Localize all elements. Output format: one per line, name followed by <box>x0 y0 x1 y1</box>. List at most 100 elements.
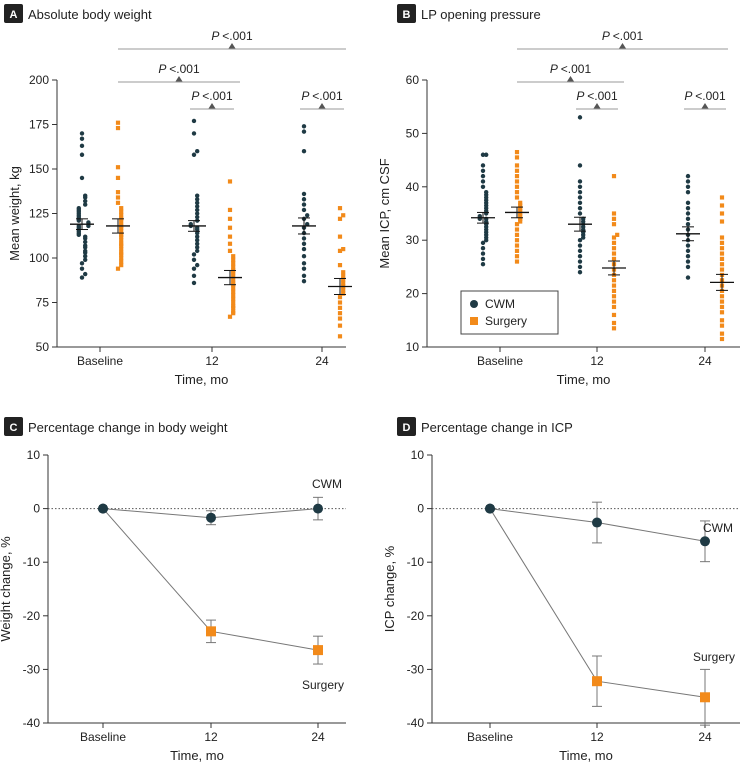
data-point-surgery <box>119 213 124 218</box>
p-value-label: P <.001 <box>211 29 253 43</box>
data-point-surgery <box>514 243 520 248</box>
data-point-surgery <box>337 316 343 321</box>
data-point-surgery <box>611 283 617 288</box>
data-point-cwm <box>577 264 583 270</box>
panel-title: Absolute body weight <box>28 7 152 22</box>
y-axis-label: Mean ICP, cm CSF <box>377 158 392 268</box>
data-point-cwm <box>577 179 583 184</box>
data-point-surgery <box>341 270 346 275</box>
data-point-cwm <box>206 512 216 523</box>
data-point-surgery <box>341 247 346 252</box>
data-point-cwm <box>480 152 486 157</box>
data-point-surgery <box>514 227 520 232</box>
y-tick-label: 200 <box>29 73 49 87</box>
y-tick-label: 10 <box>27 448 41 462</box>
y-tick-label: 175 <box>29 118 49 132</box>
panel-C: C Percentage change in body weight-40-30-… <box>0 417 346 763</box>
data-point-cwm <box>76 223 82 229</box>
data-point-surgery <box>518 206 523 211</box>
data-point-surgery <box>231 286 236 291</box>
data-point-cwm <box>191 252 197 257</box>
data-point-cwm <box>83 202 88 207</box>
data-point-cwm <box>188 221 193 227</box>
p-value-label: P <.001 <box>550 62 592 76</box>
data-point-cwm <box>191 280 197 286</box>
data-point-surgery <box>337 234 343 239</box>
data-point-cwm <box>83 248 88 254</box>
data-point-surgery <box>719 304 725 310</box>
x-tick-label: 24 <box>698 354 712 368</box>
series-surgery <box>106 120 352 339</box>
y-tick-label: 20 <box>406 287 420 301</box>
data-point-surgery <box>611 294 617 299</box>
data-point-cwm <box>195 207 200 213</box>
significance-brackets: P <.001 P <.001 P <.001 P <.001 <box>517 29 728 110</box>
y-tick-label: 50 <box>406 126 420 140</box>
data-point-surgery <box>115 125 121 131</box>
y-tick-label: 100 <box>29 251 49 265</box>
panel-badge-box <box>4 417 23 436</box>
data-point-surgery <box>514 238 520 243</box>
bracket-marker <box>619 43 626 49</box>
data-point-cwm <box>195 248 200 254</box>
data-point-surgery <box>611 211 617 216</box>
panel-badge: A <box>4 4 23 23</box>
data-point-surgery <box>611 304 617 310</box>
y-tick-label: 0 <box>417 502 424 516</box>
y-tick-label: -40 <box>407 716 425 730</box>
data-point-surgery <box>615 232 620 237</box>
data-point-cwm <box>76 205 82 211</box>
panel-badge: B <box>397 4 416 23</box>
data-point-surgery <box>514 222 520 227</box>
data-point-surgery <box>611 240 617 245</box>
data-point-surgery <box>231 264 236 269</box>
data-point-surgery <box>514 155 520 160</box>
panel-D: D Percentage change in ICP -40 -30 -20 -10 0 10… <box>382 417 740 763</box>
data-point-surgery <box>518 216 523 221</box>
data-point-surgery <box>700 692 710 703</box>
data-point-cwm <box>685 243 691 248</box>
panel-title: Percentage change in body weight <box>28 420 228 435</box>
data-point-cwm <box>79 175 85 181</box>
panel-A: A Absolute body weight 50 75 100 125 150 175 200… <box>4 4 352 387</box>
data-point-cwm <box>195 211 200 216</box>
panel-badge-box <box>397 417 416 436</box>
data-point-surgery <box>514 168 520 173</box>
x-tick-label: Baseline <box>477 354 523 368</box>
data-point-cwm <box>301 246 307 252</box>
x-tick-label: 12 <box>205 354 219 368</box>
data-point-cwm <box>685 216 691 222</box>
data-point-surgery <box>719 336 725 342</box>
data-point-cwm <box>195 204 200 209</box>
data-point-surgery <box>518 203 523 208</box>
data-point-surgery <box>119 241 124 246</box>
y-tick-label: 75 <box>36 296 50 310</box>
data-point-cwm <box>301 273 307 278</box>
bracket-marker <box>175 76 183 82</box>
x-tick-label: Baseline <box>80 730 126 744</box>
data-point-cwm <box>577 205 583 211</box>
legend-cwm-label: CWM <box>485 297 515 311</box>
data-point-surgery <box>514 179 520 184</box>
series-label-cwm: CWM <box>312 477 342 491</box>
axes: 50 75 100 125 150 175 200 Baseline 12 24 Time, mo M… <box>7 73 346 387</box>
data-point-cwm <box>685 179 691 184</box>
data-point-surgery <box>611 326 617 331</box>
data-point-surgery <box>231 257 236 262</box>
data-point-cwm <box>79 261 85 266</box>
data-point-surgery <box>119 209 124 214</box>
data-point-surgery <box>341 213 346 218</box>
data-point-cwm <box>195 193 200 198</box>
data-point-cwm <box>301 197 307 202</box>
data-point-surgery <box>337 300 343 305</box>
data-point-cwm <box>480 262 486 267</box>
data-point-surgery <box>231 254 236 259</box>
data-point-surgery <box>231 273 236 278</box>
data-point-surgery <box>119 232 124 237</box>
data-point-surgery <box>119 263 124 268</box>
series-cwm <box>485 501 710 563</box>
data-point-cwm <box>484 189 489 195</box>
panel-badge-letter: D <box>403 422 411 434</box>
data-point-surgery <box>119 206 124 211</box>
data-point-cwm <box>195 225 200 230</box>
